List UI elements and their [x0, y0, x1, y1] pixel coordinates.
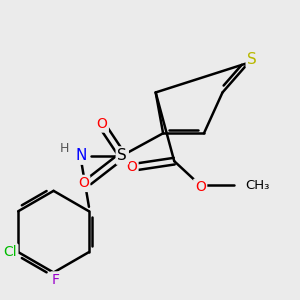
Text: S: S [117, 148, 127, 163]
Text: F: F [51, 273, 59, 287]
Text: CH₃: CH₃ [245, 179, 269, 192]
Text: O: O [195, 180, 206, 194]
Text: S: S [247, 52, 257, 67]
Text: Cl: Cl [3, 245, 17, 259]
Text: O: O [78, 176, 89, 190]
Text: H: H [60, 142, 69, 154]
Text: N: N [76, 148, 87, 163]
Text: O: O [126, 160, 137, 174]
Text: O: O [96, 117, 107, 131]
